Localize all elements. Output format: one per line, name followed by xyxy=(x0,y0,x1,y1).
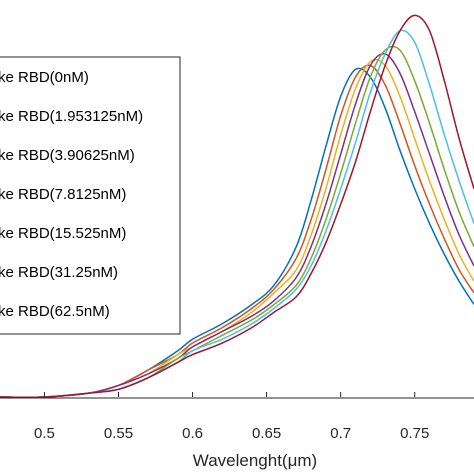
legend-entry-7: ke RBD(62.5nM) xyxy=(0,303,110,320)
series-line-2 xyxy=(0,64,474,399)
legend-entry-1: ke RBD(0nM) xyxy=(0,69,89,86)
legend-entry-6: ke RBD(31.25nM) xyxy=(0,264,118,281)
legend-entry-3: ke RBD(3.90625nM) xyxy=(0,147,135,164)
plot-lines xyxy=(0,14,474,399)
x-tick-label: 0.55 xyxy=(104,425,133,442)
x-tick-label: 0.7 xyxy=(330,425,351,442)
series-line-7 xyxy=(0,14,474,399)
x-axis-ticks: 0.5 0.55 0.6 0.65 0.7 0.75 xyxy=(34,392,429,442)
x-tick-label: 0.5 xyxy=(34,425,55,442)
x-tick-label: 0.65 xyxy=(252,425,281,442)
x-axis-label: Wavelenght(μm) xyxy=(193,451,317,470)
series-line-4 xyxy=(0,53,474,399)
legend-entry-2: ke RBD(1.953125nM) xyxy=(0,108,143,125)
x-tick-label: 0.75 xyxy=(400,425,429,442)
legend-entry-4: ke RBD(7.8125nM) xyxy=(0,186,126,203)
legend-entry-5: ke RBD(15.525nM) xyxy=(0,225,126,242)
legend: ke RBD(0nM) ke RBD(1.953125nM) ke RBD(3.90… xyxy=(0,56,181,335)
legend-box xyxy=(0,56,181,335)
axes-box xyxy=(0,397,474,399)
x-tick-label: 0.6 xyxy=(182,425,203,442)
